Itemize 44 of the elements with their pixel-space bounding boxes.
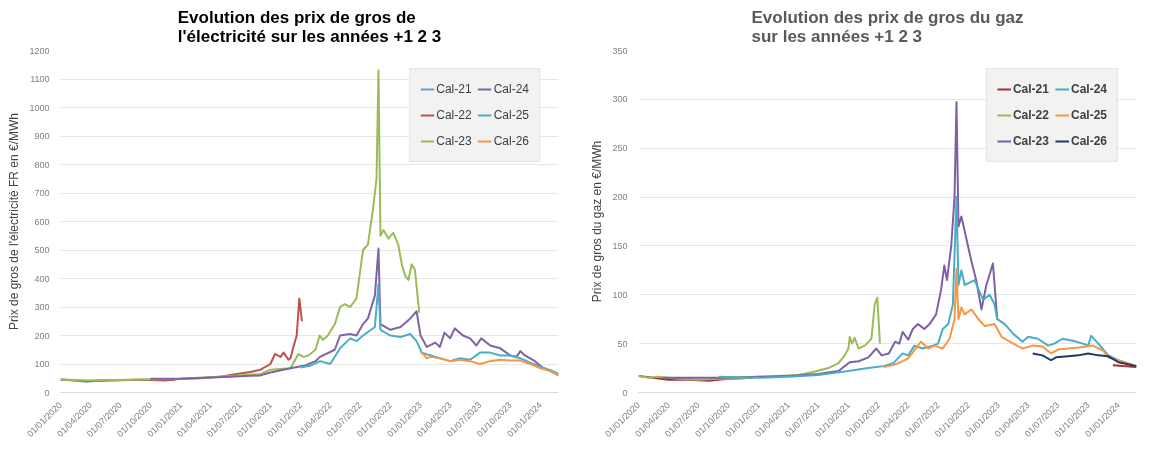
y-tick-label: 800	[34, 159, 50, 170]
y-tick-label: 100	[34, 359, 50, 369]
legend-label: Cal-24	[1070, 82, 1107, 96]
chart-title: Evolution des prix de gros de l'électricité sur les années +1 2 3	[177, 7, 442, 46]
legend-label: Cal-23	[1012, 134, 1049, 148]
y-tick-label: 200	[612, 192, 628, 203]
y-tick-label: 150	[612, 240, 628, 251]
y-tick-label: 300	[34, 302, 50, 312]
y-axis-title: Prix de gros de l'électricité FR en €/MWh	[7, 112, 22, 331]
line-series	[60, 69, 421, 382]
legend-label: Cal-22	[436, 108, 472, 122]
y-tick-label: 900	[34, 131, 50, 141]
legend-label: Cal-25	[493, 108, 529, 122]
y-tick-label: 500	[34, 245, 50, 255]
y-tick-label: 100	[612, 289, 628, 300]
legend-label: Cal-22	[1012, 108, 1049, 122]
y-tick-label: 600	[34, 216, 50, 227]
y-tick-label: 350	[612, 45, 628, 56]
line-series	[299, 283, 559, 375]
line-series	[661, 101, 999, 379]
y-axis-title: Prix de gros du gaz en €/MWh	[590, 140, 605, 303]
y-tick-label: 0	[44, 387, 50, 398]
y-tick-label: 400	[34, 273, 50, 284]
legend-label: Cal-24	[493, 82, 529, 96]
legend-label: Cal-21	[436, 82, 472, 96]
line-series	[1031, 352, 1137, 368]
chart-title: Evolution des prix de gros du gaz sur les années +1 2 3	[751, 7, 1024, 46]
legend-label: Cal-26	[493, 134, 529, 148]
legend-label: Cal-23	[436, 134, 472, 148]
y-tick-label: 1100	[30, 74, 50, 84]
y-tick-label: 50	[617, 338, 628, 349]
legend-label: Cal-25	[1070, 108, 1107, 122]
y-tick-label: 200	[34, 330, 50, 341]
y-tick-label: 250	[612, 143, 628, 154]
line-series	[638, 296, 881, 381]
line-series	[419, 351, 559, 377]
line-series	[882, 267, 1137, 369]
legend-label: Cal-26	[1070, 134, 1107, 148]
legend-label: Cal-21	[1012, 82, 1049, 96]
y-tick-label: 0	[622, 387, 628, 398]
y-tick-label: 1000	[29, 102, 50, 113]
y-tick-label: 300	[612, 94, 628, 105]
y-tick-label: 700	[34, 188, 50, 198]
y-tick-label: 1200	[29, 45, 50, 56]
